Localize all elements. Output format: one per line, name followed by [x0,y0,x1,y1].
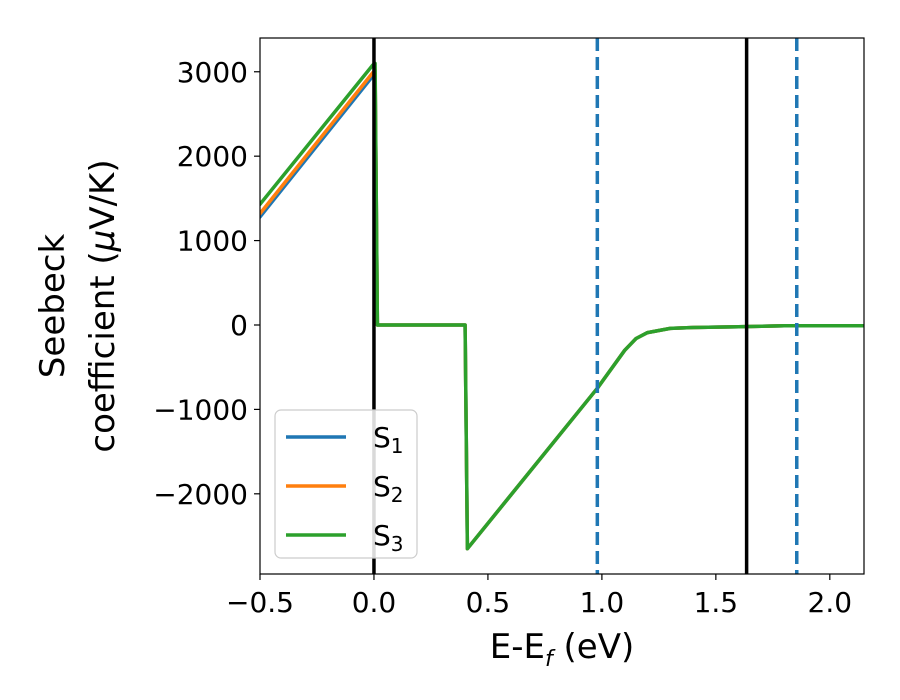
legend-label-2: S2 [373,470,404,507]
y-tick-label: −1000 [153,393,248,426]
legend-label-main: S [373,421,391,454]
y-axis-label-unit: V/K) [83,159,123,229]
y-tick-label: 3000 [177,56,248,89]
x-tick-label: 1.0 [580,586,625,619]
y-tick-label: 2000 [177,140,248,173]
x-tick-label: 1.5 [694,586,739,619]
y-axis-label-line2: coefficient (μV/K) [83,159,123,452]
series-layer [260,61,864,551]
ticks: −0.5 0.0 0.5 1.0 1.5 2.0 −2000 −1000 0 1000 2000 30… [153,56,852,619]
x-axis-label: E-Ef (eV) [490,627,635,672]
x-axis-label-sub: f [545,647,556,672]
y-axis-label-mu: μ [83,230,123,253]
legend-box [274,409,418,559]
legend-label-main: S [373,470,391,503]
legend-label-1: S1 [373,421,404,458]
plot-frame [259,37,865,575]
legend-label-main: S [373,519,391,552]
legend-label-sub: 3 [391,532,404,556]
x-tick-label: 0.0 [352,586,397,619]
legend-label-3: S3 [373,519,404,556]
x-axis-label-unit: (eV) [553,627,635,667]
vertical-lines [372,38,799,574]
x-tick-label: 0.5 [466,586,511,619]
y-tick-label: 0 [230,309,248,342]
y-axis-label-text: coefficient ( [83,251,123,452]
legend-label-sub: 2 [391,483,404,507]
y-tick-label: −2000 [153,478,248,511]
x-tick-label: 2.0 [808,586,853,619]
y-tick-label: 1000 [177,225,248,258]
x-tick-label: −0.5 [226,586,294,619]
legend-label-sub: 1 [391,434,404,458]
x-axis-label-main: E-E [490,627,545,667]
y-axis-label-line1: Seebeck [33,234,73,379]
series-line-3 [260,61,864,551]
y-axis-label: Seebeck coefficient (μV/K) [33,159,123,452]
